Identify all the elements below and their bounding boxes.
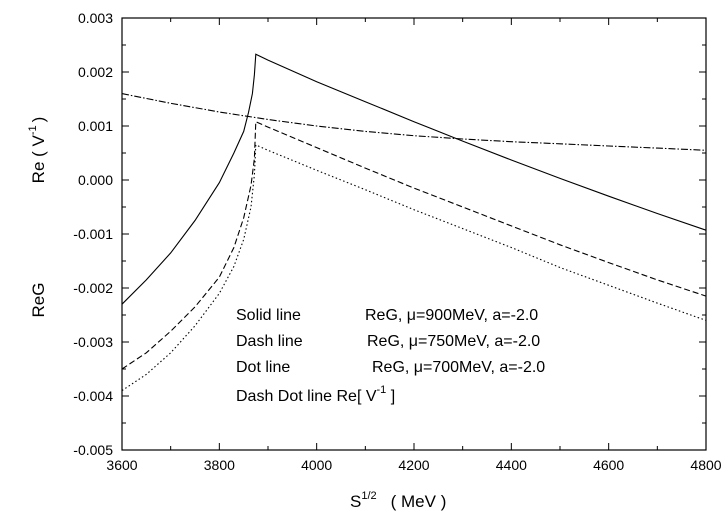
y-axis-title-sup: -1 (27, 125, 39, 135)
legend-desc-solid: ReG, μ=900MeV, a=-2.0 (365, 307, 538, 324)
legend-style-dot: Dot line (236, 359, 290, 376)
legend-desc-dash: ReG, μ=750MeV, a=-2.0 (367, 333, 540, 350)
y-tick-label: -0.005 (73, 442, 113, 458)
plot-frame (121, 17, 707, 451)
series-layer (121, 53, 707, 392)
series-line-solid (121, 53, 707, 305)
x-tick-label: 4600 (593, 457, 624, 473)
y-tick-label: 0.003 (78, 10, 113, 26)
y-axis-title: Re ( V-1) (27, 117, 48, 184)
x-tick-label: 3800 (204, 457, 235, 473)
x-tick-label: 3600 (106, 457, 137, 473)
axis-ticks: 3600 3800 4000 4200 4400 4600 4800 -0.005 -0.004… (73, 10, 721, 473)
legend-style-solid: Solid line (236, 307, 301, 324)
legend: Solid line ReG, μ=900MeV, a=-2.0 Dash li… (236, 307, 545, 405)
y-tick-label: -0.001 (73, 226, 113, 242)
y-tick-label: -0.002 (73, 280, 113, 296)
y-tick-label: 0.002 (78, 64, 113, 80)
x-axis-title-sup: 1/2 (361, 490, 376, 502)
y-tick-label: 0.001 (78, 118, 113, 134)
y-tick-label: -0.004 (73, 388, 113, 404)
x-tick-label: 4000 (301, 457, 332, 473)
x-tick-label: 4800 (690, 457, 721, 473)
y-tick-label: 0.000 (78, 172, 113, 188)
series-line-dot (121, 144, 707, 392)
x-tick-label: 4400 (496, 457, 527, 473)
legend-style-dash: Dash line (236, 333, 303, 350)
y-tick-label: -0.003 (73, 334, 113, 350)
y-axis-title-close: ) (29, 117, 48, 123)
series-line-dash (121, 120, 707, 370)
series-line-dashdot (121, 93, 707, 151)
y-axis-title-main: Re ( V (29, 134, 48, 183)
x-axis-title: S1/2 ( MeV ) (350, 490, 446, 511)
y-axis-secondary-title: ReG (29, 283, 48, 318)
x-axis-title-base: S (350, 492, 361, 511)
x-tick-label: 4200 (398, 457, 429, 473)
legend-desc-dot: ReG, μ=700MeV, a=-2.0 (372, 359, 545, 376)
legend-dashdot: Dash Dot line Re[ V-1 ] (236, 384, 395, 405)
x-axis-title-unit: ( MeV ) (391, 492, 447, 511)
